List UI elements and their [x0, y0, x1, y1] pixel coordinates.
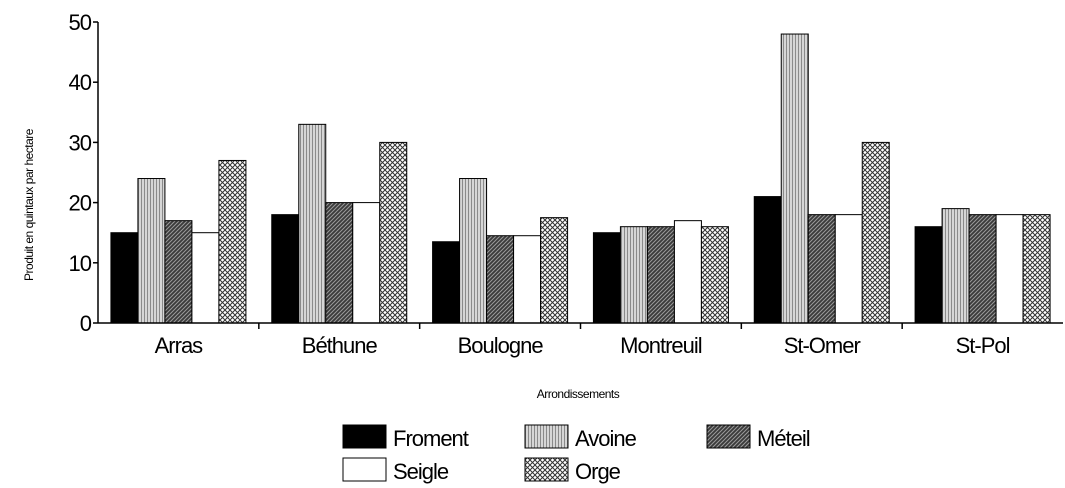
bar-seigle-3	[673, 220, 702, 324]
bar-m-teil-1	[325, 202, 354, 324]
legend-swatch	[342, 457, 387, 482]
legend-label: Froment	[393, 426, 469, 451]
bar-m-teil-0	[164, 220, 193, 324]
bars	[110, 33, 1051, 324]
bar-orge-3	[700, 226, 729, 324]
bar-seigle-5	[995, 214, 1024, 324]
category-label: Arras	[155, 333, 204, 358]
y-tick-label: 10	[69, 251, 92, 276]
bar-orge-5	[1022, 214, 1051, 324]
category-labels: Arras Béthune Boulogne Montreuil St-Omer St-P…	[155, 333, 1011, 358]
bar-seigle-1	[352, 202, 381, 324]
bar-froment-3	[592, 232, 621, 324]
y-axis-title: Produit en quintaux par hectare	[22, 128, 36, 281]
legend-label: Méteil	[757, 426, 810, 451]
bar-avoine-0	[137, 178, 166, 324]
bar-avoine-3	[619, 226, 648, 324]
bar-orge-2	[540, 217, 569, 324]
legend-label: Avoine	[575, 426, 637, 451]
legend-swatch	[342, 424, 387, 449]
legend-item: Orge	[524, 457, 622, 484]
y-tick-label: 30	[69, 130, 92, 155]
bar-seigle-4	[834, 214, 863, 324]
bar-avoine-1	[298, 123, 327, 324]
bar-orge-0	[218, 159, 247, 324]
legend-item: Froment	[342, 424, 470, 451]
legend-swatch	[524, 457, 569, 482]
bar-seigle-0	[191, 232, 220, 324]
bar-avoine-2	[459, 178, 488, 324]
bar-froment-0	[110, 232, 139, 324]
x-axis-title: Arrondissements	[537, 387, 620, 401]
y-tick-label: 40	[69, 70, 92, 95]
bar-avoine-4	[780, 33, 809, 324]
bar-m-teil-2	[486, 235, 515, 324]
bar-orge-4	[861, 141, 890, 324]
y-tick-label: 20	[69, 191, 92, 216]
bar-m-teil-4	[807, 214, 836, 324]
axes	[97, 22, 1063, 329]
y-tick-label: 0	[80, 311, 92, 336]
legend-item: Seigle	[342, 457, 450, 484]
legend-item: Avoine	[524, 424, 638, 451]
bar-froment-5	[914, 226, 943, 324]
legend: Froment Avoine Méteil Seigle Orge	[342, 424, 811, 484]
legend-swatch	[524, 424, 569, 449]
bar-froment-2	[432, 241, 461, 324]
bar-m-teil-3	[646, 226, 675, 324]
bar-m-teil-5	[968, 214, 997, 324]
category-label: St-Pol	[956, 333, 1010, 358]
y-axis-ticks: 0 10 20 30 40 50	[69, 10, 98, 336]
category-label: Montreuil	[620, 333, 702, 358]
y-tick-label: 50	[69, 10, 92, 35]
legend-swatch	[706, 424, 751, 449]
legend-label: Orge	[575, 459, 621, 484]
bar-avoine-5	[941, 208, 970, 324]
legend-label: Seigle	[393, 459, 449, 484]
bar-froment-4	[753, 196, 782, 324]
category-label: Béthune	[302, 333, 378, 358]
legend-item: Méteil	[706, 424, 811, 451]
bar-seigle-2	[513, 235, 542, 324]
bar-froment-1	[271, 214, 300, 324]
bar-orge-1	[379, 141, 408, 324]
category-label: Boulogne	[458, 333, 544, 358]
y-axis-title-group: Produit en quintaux par hectare	[22, 128, 36, 281]
category-label: St-Omer	[784, 333, 861, 358]
